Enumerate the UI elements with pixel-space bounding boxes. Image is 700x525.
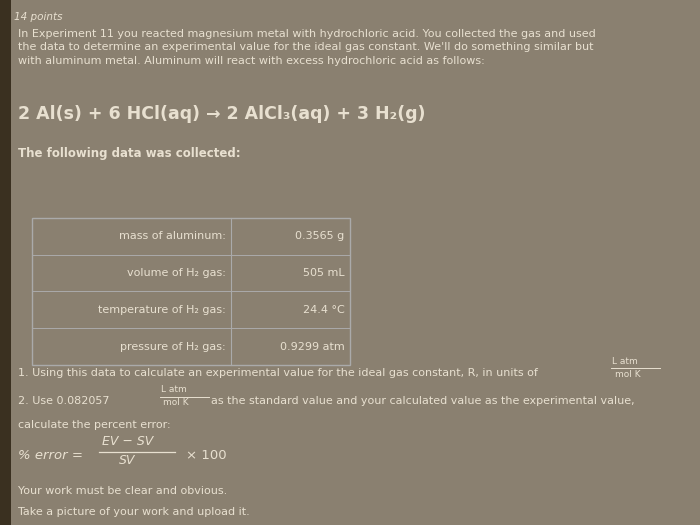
Text: 0.9299 atm: 0.9299 atm [279,341,344,352]
Text: In Experiment 11 you reacted magnesium metal with hydrochloric acid. You collect: In Experiment 11 you reacted magnesium m… [18,29,595,66]
Text: pressure of H₂ gas:: pressure of H₂ gas: [120,341,225,352]
Text: mass of aluminum:: mass of aluminum: [118,231,225,242]
Text: 24.4 °C: 24.4 °C [302,304,344,315]
Text: calculate the percent error:: calculate the percent error: [18,420,170,430]
Text: % error =: % error = [18,449,87,462]
Text: mol K: mol K [615,370,640,379]
Text: as the standard value and your calculated value as the experimental value,: as the standard value and your calculate… [211,396,635,406]
Text: × 100: × 100 [186,449,226,462]
Text: L atm: L atm [161,385,187,394]
Text: L atm: L atm [612,357,638,366]
Text: EV − SV: EV − SV [102,435,153,448]
Text: 2. Use 0.082057: 2. Use 0.082057 [18,396,109,406]
Text: 0.3565 g: 0.3565 g [295,231,344,242]
Text: 2 Al(s) + 6 HCl(aq) → 2 AlCl₃(aq) + 3 H₂(g): 2 Al(s) + 6 HCl(aq) → 2 AlCl₃(aq) + 3 H₂… [18,105,425,123]
Text: SV: SV [119,454,135,467]
Text: mol K: mol K [163,398,189,407]
Text: temperature of H₂ gas:: temperature of H₂ gas: [98,304,225,315]
Bar [32,218,350,365]
Text: Take a picture of your work and upload it.: Take a picture of your work and upload i… [18,507,249,517]
Bar [0,0,10,525]
Text: 14 points: 14 points [14,12,62,22]
Text: Your work must be clear and obvious.: Your work must be clear and obvious. [18,486,227,496]
Text: 1. Using this data to calculate an experimental value for the ideal gas constant: 1. Using this data to calculate an exper… [18,368,538,377]
Text: 505 mL: 505 mL [303,268,344,278]
Text: The following data was collected:: The following data was collected: [18,147,240,160]
Text: volume of H₂ gas:: volume of H₂ gas: [127,268,225,278]
